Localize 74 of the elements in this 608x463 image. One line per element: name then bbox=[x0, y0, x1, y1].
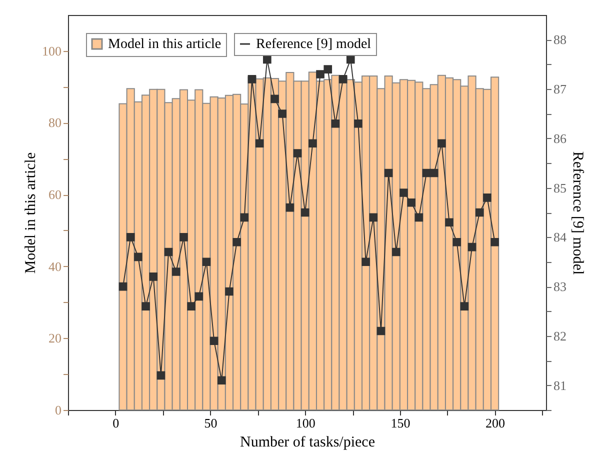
point bbox=[483, 194, 492, 202]
y2-tick-label: 88 bbox=[554, 32, 566, 48]
point bbox=[414, 213, 424, 222]
point bbox=[400, 188, 408, 197]
point bbox=[270, 94, 279, 104]
point bbox=[232, 238, 241, 246]
point bbox=[338, 75, 348, 84]
point bbox=[286, 203, 294, 212]
y-tick-label: 0 bbox=[55, 402, 62, 418]
x-tick-label: 100 bbox=[296, 416, 316, 430]
point bbox=[445, 218, 454, 227]
point bbox=[490, 238, 499, 246]
point bbox=[384, 168, 393, 178]
point bbox=[278, 110, 287, 118]
x-axis-title: Number of tasks/piece bbox=[240, 434, 376, 450]
y2-tick-label: 83 bbox=[554, 279, 566, 294]
legend-label: Reference [9] model bbox=[256, 37, 372, 52]
point bbox=[202, 258, 211, 266]
y2-tick-label: 82 bbox=[554, 328, 566, 344]
point bbox=[300, 208, 310, 217]
point bbox=[126, 233, 135, 242]
point bbox=[324, 65, 332, 74]
point bbox=[248, 75, 256, 84]
x-tick-label: 200 bbox=[486, 416, 506, 430]
point bbox=[475, 208, 484, 217]
point bbox=[376, 326, 386, 336]
point bbox=[293, 149, 302, 158]
y2-axis-title: Reference [9] model bbox=[570, 151, 586, 275]
point bbox=[316, 70, 324, 78]
point bbox=[308, 139, 317, 148]
point bbox=[369, 213, 378, 222]
y2-tick-label: 85 bbox=[554, 180, 566, 196]
y-tick-label: 40 bbox=[48, 258, 62, 274]
x-tick-label: 150 bbox=[390, 416, 410, 430]
point bbox=[210, 336, 218, 346]
point bbox=[263, 55, 272, 64]
point bbox=[172, 268, 180, 276]
point bbox=[407, 198, 416, 207]
point bbox=[346, 55, 355, 64]
point bbox=[460, 302, 469, 310]
point bbox=[156, 371, 166, 380]
point bbox=[430, 168, 438, 178]
point bbox=[438, 139, 446, 148]
x-tick-label: 0 bbox=[112, 416, 120, 430]
point bbox=[354, 119, 362, 128]
point bbox=[331, 119, 340, 128]
y2-tick-label: 84 bbox=[554, 230, 567, 245]
y2-tick-label: 81 bbox=[554, 378, 566, 393]
x-tick-label: 50 bbox=[204, 416, 218, 430]
y2-tick-label: 86 bbox=[554, 130, 567, 146]
point bbox=[255, 139, 264, 148]
y-tick-label: 20 bbox=[48, 330, 62, 346]
y-axis-title: Model in this article bbox=[23, 152, 39, 274]
point bbox=[180, 233, 188, 242]
point bbox=[240, 213, 249, 222]
point bbox=[422, 168, 431, 178]
point bbox=[392, 248, 400, 256]
point bbox=[452, 238, 462, 246]
y-tick-label: 60 bbox=[48, 187, 62, 202]
point bbox=[149, 272, 158, 281]
point bbox=[134, 252, 142, 262]
point bbox=[362, 258, 370, 266]
y-tick-label: 100 bbox=[42, 43, 62, 58]
point bbox=[225, 287, 234, 296]
point bbox=[118, 282, 128, 291]
point bbox=[142, 302, 150, 310]
y2-tick-label: 87 bbox=[554, 82, 567, 97]
point bbox=[164, 248, 173, 256]
legend-label: Model in this article bbox=[108, 37, 222, 52]
y-tick-label: 80 bbox=[48, 115, 62, 130]
point bbox=[194, 292, 204, 301]
point bbox=[187, 302, 196, 310]
point bbox=[468, 242, 476, 252]
point bbox=[217, 376, 226, 385]
